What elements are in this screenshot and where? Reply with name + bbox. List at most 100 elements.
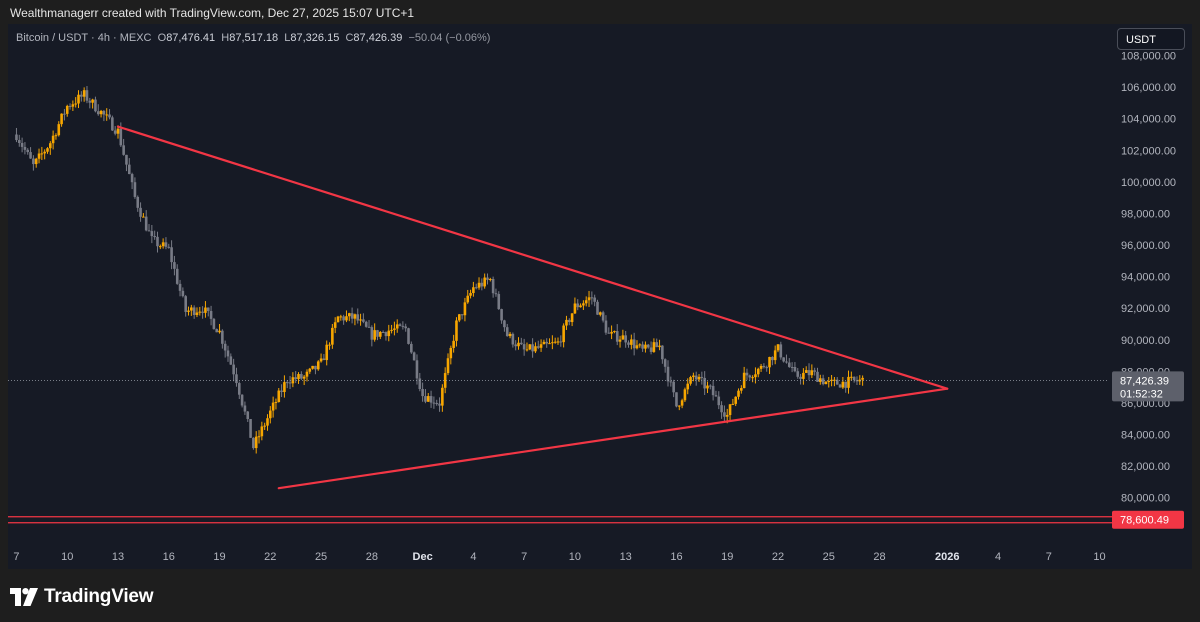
candle-body: [686, 383, 690, 390]
candle-body: [441, 387, 444, 406]
time-tick-label: 28: [873, 551, 885, 563]
price-tick-label: 92,000.00: [1121, 303, 1170, 315]
time-tick-label: 13: [620, 551, 632, 563]
price-tick-label: 84,000.00: [1121, 429, 1170, 441]
candle-body: [328, 344, 331, 346]
candle-body: [192, 307, 196, 315]
candle-body: [624, 335, 627, 343]
candle-body: [111, 117, 114, 131]
candle-body: [855, 380, 859, 382]
candle-body: [51, 135, 55, 144]
candle-body: [381, 331, 385, 333]
candle-body: [297, 374, 300, 380]
candle-body: [43, 151, 46, 154]
current-price-label: 87,426.39: [1120, 375, 1169, 387]
tradingview-logo-icon: [10, 588, 38, 606]
candle-body: [305, 371, 309, 377]
candle-body: [350, 313, 354, 319]
candle-body: [745, 372, 749, 376]
candle-body: [646, 344, 650, 348]
support-price-label: 78,600.49: [1120, 515, 1169, 527]
candle-body: [703, 377, 706, 389]
candle-body: [635, 345, 639, 349]
candle-body: [460, 314, 464, 316]
candle-body: [632, 339, 636, 349]
tradingview-logo[interactable]: TradingView: [10, 586, 154, 608]
candle-body: [787, 362, 791, 367]
candle-body: [717, 396, 721, 406]
candle-body: [489, 278, 492, 280]
candle-body: [401, 325, 405, 327]
candle-body: [63, 113, 66, 115]
price-axis[interactable]: [1112, 24, 1192, 545]
currency-button[interactable]: USDT: [1117, 28, 1185, 50]
candle-body: [773, 350, 777, 361]
time-tick-label: 25: [315, 551, 327, 563]
candle-body: [57, 124, 61, 136]
candle-body: [300, 374, 303, 379]
candle-body: [49, 143, 52, 149]
candle-body: [723, 412, 726, 417]
candle-body: [178, 283, 182, 291]
candle-body: [342, 316, 345, 321]
candle-body: [858, 379, 862, 382]
candle-body: [796, 371, 800, 377]
candle-body: [105, 114, 109, 116]
time-axis[interactable]: [8, 545, 1192, 569]
candle-body: [215, 329, 219, 333]
support-price-badge: [1112, 510, 1184, 529]
candle-body: [77, 94, 80, 104]
candle-body: [127, 164, 131, 175]
candle-body: [246, 411, 250, 420]
candle-body: [553, 341, 557, 343]
time-tick-label: 10: [1093, 551, 1105, 563]
candle-body: [379, 331, 382, 337]
candle-body: [395, 324, 399, 329]
candle-body: [410, 343, 413, 353]
candle-body: [266, 418, 269, 426]
candle-body: [170, 247, 173, 263]
candle-body: [173, 262, 176, 269]
chart-pane[interactable]: [8, 24, 1112, 545]
candle-body: [347, 313, 351, 317]
candle-body: [638, 344, 642, 346]
candle-body: [590, 297, 594, 299]
candle-body: [283, 382, 286, 393]
time-tick-label: 4: [470, 551, 476, 563]
time-tick-label: 16: [670, 551, 682, 563]
candle-body: [144, 216, 148, 231]
candle-body: [446, 358, 450, 374]
candle-body: [486, 277, 489, 280]
candle-body: [370, 327, 374, 340]
candle-body: [700, 376, 704, 378]
candle-body: [421, 388, 424, 397]
candle-body: [353, 314, 357, 319]
candle-body: [503, 320, 506, 328]
candle-body: [776, 344, 780, 351]
candle-body: [483, 277, 486, 287]
candle-body: [838, 384, 842, 388]
candle-body: [804, 370, 808, 373]
candle-body: [477, 282, 481, 288]
candle-body: [390, 329, 393, 331]
candle-body: [734, 396, 737, 404]
candle-body: [567, 319, 571, 323]
candle-body: [316, 361, 320, 370]
candle-body: [649, 347, 653, 352]
candle-body: [167, 246, 171, 248]
candle-body: [362, 319, 365, 322]
candle-body: [663, 359, 667, 367]
candle-body: [756, 368, 760, 375]
candle-body: [108, 114, 111, 118]
candle-body: [271, 402, 275, 411]
candle-body: [404, 326, 407, 329]
candle-body: [29, 152, 32, 159]
candle-body: [652, 342, 656, 352]
candle-body: [249, 419, 252, 438]
candle-body: [469, 293, 472, 296]
candle-body: [187, 310, 190, 312]
candle-body: [813, 370, 816, 372]
candle-body: [288, 382, 292, 384]
candle-body: [551, 342, 554, 344]
candle-body: [615, 331, 619, 342]
